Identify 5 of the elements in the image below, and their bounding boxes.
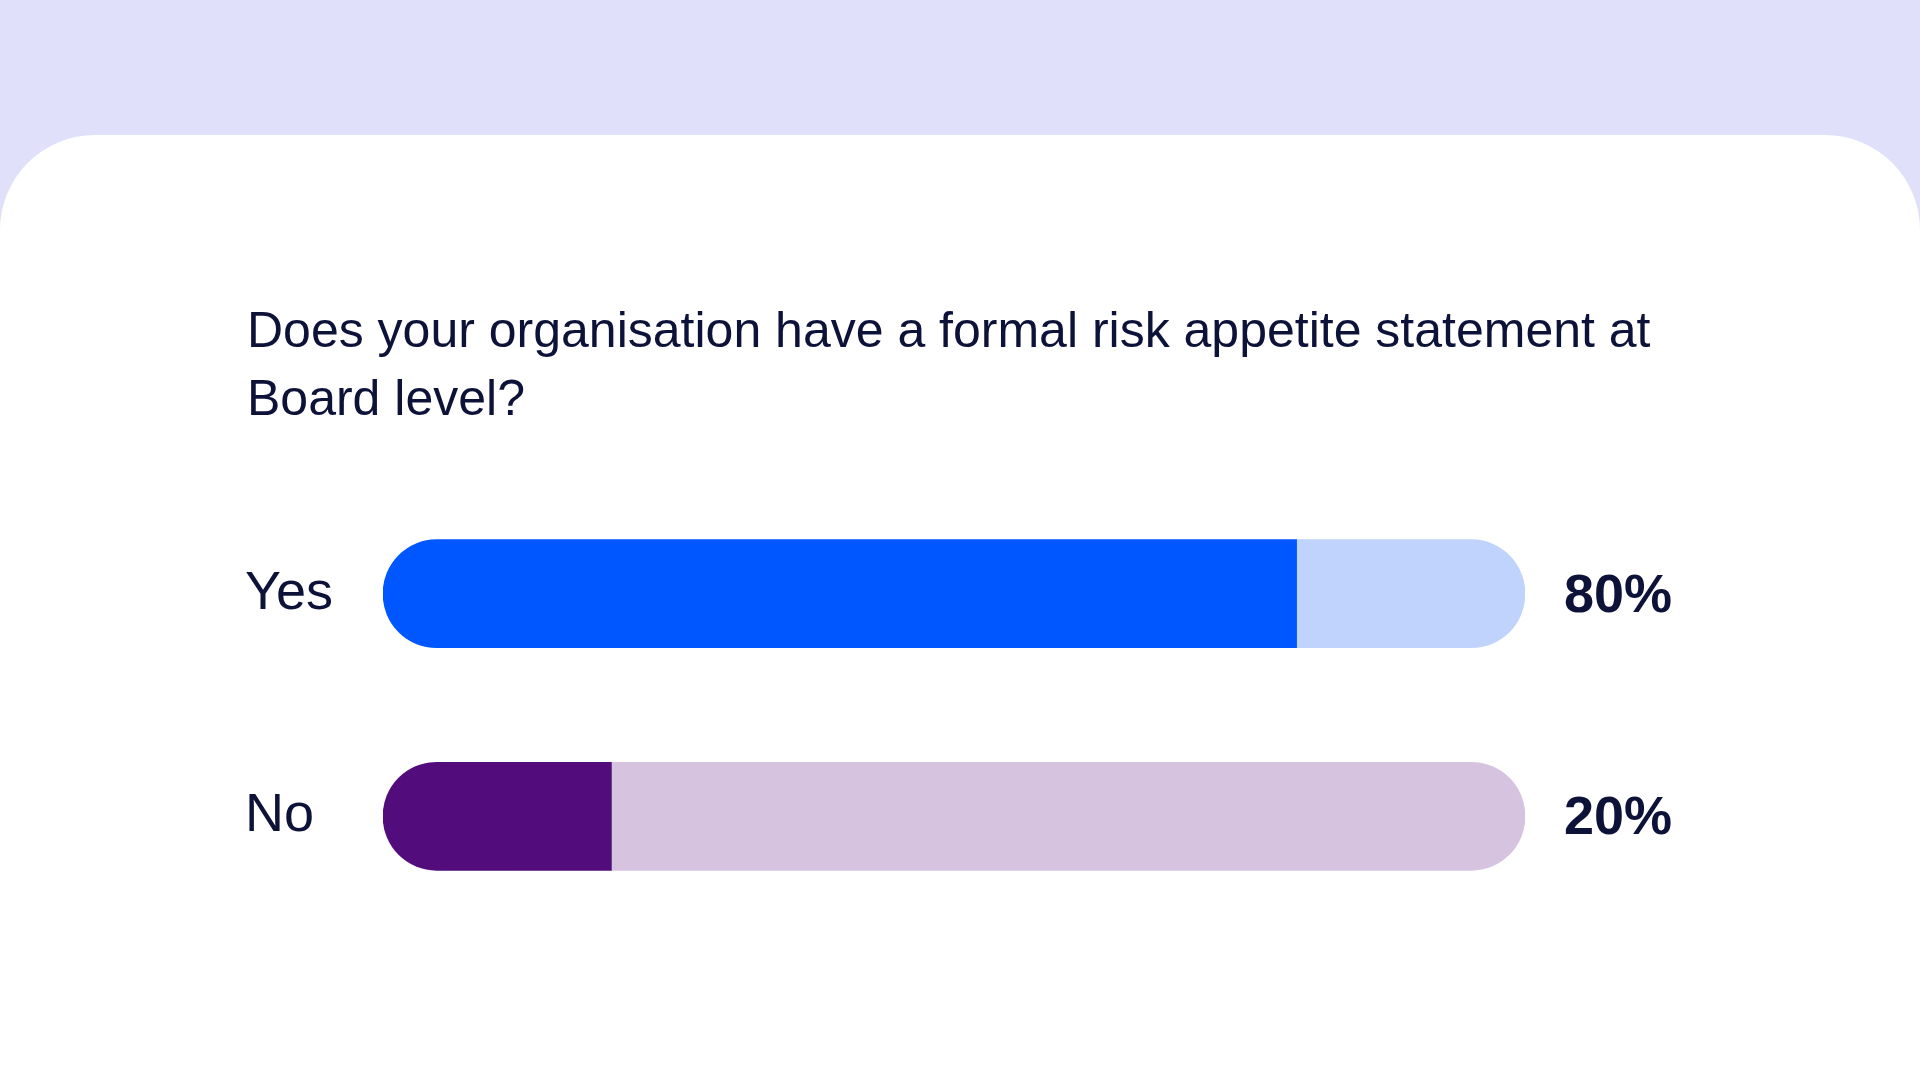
y-tick-label: No bbox=[245, 782, 315, 843]
data-label: 80% bbox=[1564, 562, 1673, 623]
data-label: 20% bbox=[1564, 785, 1673, 846]
chart-title: Does your organisation have a formal risk appetite statement at Board level? bbox=[247, 301, 1652, 428]
y-tick-label: Yes bbox=[245, 559, 334, 620]
